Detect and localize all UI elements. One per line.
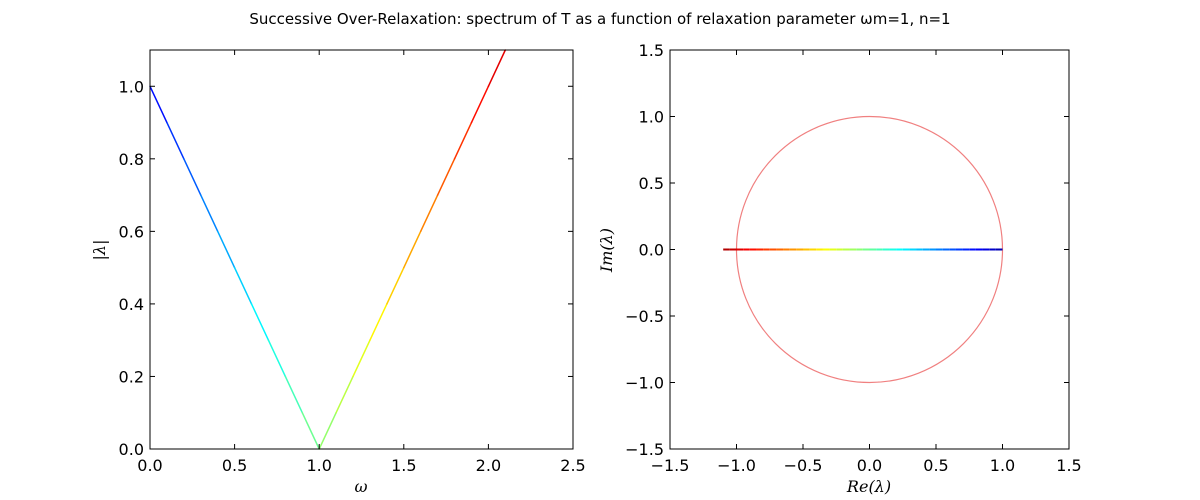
- y-tick-label: −0.5: [625, 307, 664, 326]
- y-tick-label: 0.0: [119, 440, 144, 459]
- y-tick-label: 0.6: [119, 222, 144, 241]
- chart-title: Successive Over-Relaxation: spectrum of …: [249, 10, 950, 28]
- x-tick-label: 0.5: [222, 456, 247, 475]
- magnitude-segment: [419, 194, 439, 233]
- magnitude-segment: [386, 266, 405, 305]
- eigenvalue-y-ticks: −1.5 −1.0 −0.5 0.0 0.5 1.0 1.5: [625, 41, 1069, 459]
- x-tick-label: 0.0: [857, 456, 882, 475]
- magnitude-segment: [284, 375, 304, 414]
- magnitude-series: [149, 49, 507, 450]
- x-tick-label: −1.5: [651, 456, 690, 475]
- x-tick-label: 1.5: [391, 456, 416, 475]
- magnitude-segment: [166, 121, 185, 160]
- y-tick-label: 0.0: [639, 241, 664, 260]
- magnitude-plot: 0.0 0.5 1.0 1.5 2.0 2.5 0.00.20.40.60.81.0 ω …: [90, 49, 586, 496]
- magnitude-x-ticks: 0.0 0.5 1.0 1.5 2.0 2.5: [137, 50, 586, 475]
- eigenvalue-x-axis-label: Re(λ): [846, 477, 891, 496]
- magnitude-segment: [149, 85, 168, 124]
- x-tick-label: 1.0: [306, 456, 331, 475]
- magnitude-y-axis-label: |λ|: [90, 240, 109, 261]
- magnitude-segment: [200, 194, 219, 233]
- y-tick-label: −1.0: [625, 374, 664, 393]
- x-tick-label: 1.5: [1056, 456, 1081, 475]
- magnitude-y-ticks: 0.0 0.2 0.4 0.6 0.8 1.0: [119, 77, 573, 459]
- y-tick-label: 0.5: [639, 174, 664, 193]
- magnitude-segment: [216, 230, 236, 269]
- magnitude-segment: [335, 375, 354, 414]
- magnitude-segment: [318, 411, 337, 450]
- magnitude-x-axis-label: ω: [354, 477, 367, 496]
- y-tick-label: 0.2: [119, 367, 144, 386]
- magnitude-segment: [233, 266, 253, 305]
- x-tick-label: −0.5: [784, 456, 823, 475]
- magnitude-segment: [487, 49, 507, 88]
- magnitude-segment: [470, 85, 490, 124]
- magnitude-segment: [250, 303, 270, 341]
- magnitude-segment: [352, 339, 371, 378]
- magnitude-segment: [436, 158, 456, 196]
- x-tick-label: 0.0: [137, 456, 162, 475]
- y-tick-label: 1.0: [119, 77, 144, 96]
- eigenvalue-plot: −1.5 −1.0 −0.5 0.0 0.5 1.0 1.5 −1.5 −1.0 −0.5 0.0…: [597, 41, 1082, 496]
- y-tick-label: 0.4: [119, 295, 144, 314]
- eigenvalue-x-ticks: −1.5 −1.0 −0.5 0.0 0.5 1.0 1.5: [651, 50, 1082, 475]
- x-tick-label: 1.0: [990, 456, 1015, 475]
- y-tick-label: −1.5: [625, 440, 664, 459]
- y-tick-label: 1.0: [639, 108, 664, 127]
- x-tick-label: 2.5: [560, 456, 585, 475]
- magnitude-plot-frame: [149, 49, 574, 450]
- x-tick-label: 0.5: [923, 456, 948, 475]
- magnitude-segment: [453, 121, 473, 160]
- magnitude-segment: [301, 411, 320, 450]
- eigenvalue-y-axis-label: Im(λ): [597, 228, 616, 273]
- x-tick-label: −1.0: [717, 456, 756, 475]
- magnitude-segment: [403, 230, 422, 269]
- magnitude-segment: [183, 158, 202, 196]
- magnitude-segment: [267, 339, 287, 378]
- y-tick-label: 1.5: [639, 41, 664, 60]
- y-tick-label: 0.8: [119, 150, 144, 169]
- magnitude-segment: [369, 303, 388, 341]
- x-tick-label: 2.0: [476, 456, 501, 475]
